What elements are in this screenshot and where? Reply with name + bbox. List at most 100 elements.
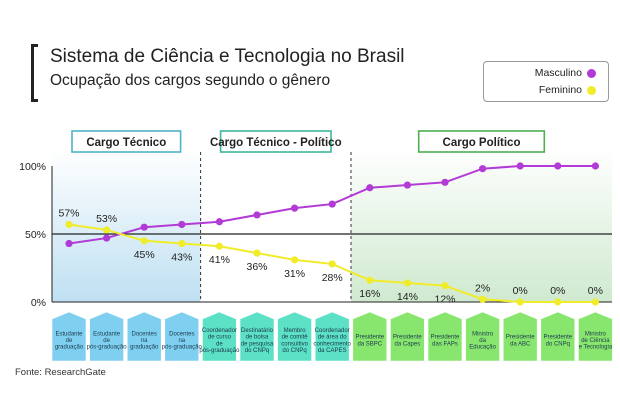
data-label: 12%	[434, 294, 455, 306]
data-point-masculino	[103, 234, 111, 242]
data-label: 14%	[397, 291, 418, 303]
category-label-line: de	[103, 338, 110, 344]
data-point-feminino	[554, 298, 562, 306]
data-point-masculino	[253, 211, 261, 219]
category-label-line: Presidente	[431, 335, 460, 341]
data-label: 53%	[96, 213, 117, 225]
section-background	[200, 148, 351, 302]
category-label-line: e Tecnologia	[579, 345, 613, 351]
data-point-masculino	[65, 239, 73, 248]
category-label-line: Presidente	[355, 335, 384, 341]
legend: Masculino Feminino	[483, 61, 609, 102]
data-point-feminino	[403, 279, 411, 287]
data-point-feminino	[479, 295, 487, 303]
category-box	[390, 311, 425, 362]
data-point-masculino	[516, 162, 524, 170]
data-label: 0%	[588, 285, 603, 297]
category-label-line: de	[216, 341, 223, 347]
data-point-feminino	[215, 242, 223, 250]
data-label: 57%	[58, 207, 79, 219]
category-label-line: de comitê	[282, 335, 309, 341]
category-label-line: da CAPES	[318, 348, 347, 354]
y-tick-label: 50%	[25, 229, 46, 241]
data-point-masculino	[403, 181, 411, 189]
data-point-feminino	[253, 249, 261, 257]
data-point-masculino	[215, 218, 223, 226]
category-label-line: Membro	[284, 328, 307, 334]
data-label: 28%	[322, 272, 343, 284]
y-tick-label: 0%	[31, 297, 46, 309]
legend-label-masculino: Masculino	[534, 67, 582, 79]
category-label: Membro de comitê consultivo do CNPq	[281, 328, 308, 354]
category-label-line: de	[66, 338, 73, 344]
category-box	[540, 311, 576, 362]
category-label-line: de curso	[208, 335, 232, 341]
category-label-line: da Capes	[395, 341, 421, 347]
category-label-line: Destinatário	[241, 328, 274, 334]
category-label-line: das FAPs	[432, 341, 458, 347]
category-label-line: da	[479, 338, 486, 344]
category-label: Ministro de Ciência e Tecnologia	[579, 331, 613, 350]
category-label: Docentes na graduação	[130, 331, 159, 350]
category-box	[277, 311, 312, 362]
category-label-line: do CNPq	[282, 348, 306, 354]
category-label-line: Estudante	[93, 331, 121, 337]
category-box	[502, 311, 538, 362]
category-label-line: Estudante	[55, 331, 83, 337]
category-label-line: na	[178, 338, 185, 344]
category-label: Docentes na pós-graduação	[162, 331, 203, 350]
category-label-line: Docentes	[132, 331, 157, 337]
data-point-masculino	[140, 223, 148, 231]
category-label-line: graduação	[130, 345, 159, 351]
category-label-line: Presidente	[506, 335, 535, 341]
category-box	[89, 311, 124, 362]
category-label-line: do CNPq	[546, 341, 570, 347]
data-label: 16%	[359, 288, 380, 300]
data-point-masculino	[479, 165, 487, 173]
category-label: Coordenador de área do conhecimento da CAPE…	[314, 328, 352, 354]
section-background	[351, 148, 612, 302]
category-label-line: de pesquisa	[241, 341, 274, 347]
data-point-feminino	[140, 237, 148, 245]
category-label: Presidente das FAPs	[431, 335, 460, 348]
category-label: Ministro da Educação	[469, 331, 496, 350]
category-label: Presidente do CNPq	[543, 335, 572, 348]
category-box	[202, 311, 237, 362]
data-point-feminino	[103, 226, 111, 234]
category-label-line: Coordenador	[315, 328, 350, 334]
data-point-masculino	[328, 200, 336, 208]
data-label: 0%	[513, 285, 528, 297]
category-label-line: Educação	[469, 345, 496, 351]
legend-marker-masculino	[587, 68, 596, 78]
data-point-masculino	[291, 204, 299, 212]
chart-subtitle: Ocupação dos cargos segundo o gênero	[50, 72, 331, 89]
data-point-feminino	[516, 298, 524, 306]
title-bracket	[31, 44, 38, 102]
category-label: Destinatário de bolsa de pesquisa do CNPq	[241, 328, 274, 354]
data-point-masculino	[178, 220, 186, 229]
category-box	[164, 311, 200, 362]
category-box	[465, 311, 500, 362]
section-label: Cargo Técnico	[86, 137, 166, 149]
category-box	[126, 311, 162, 362]
chart-title: Sistema de Ciência e Tecnologia no Brasi…	[50, 46, 405, 67]
category-label: Presidente da Capes	[393, 335, 422, 348]
data-point-feminino	[328, 260, 336, 268]
category-label-line: pós-graduação	[162, 345, 203, 351]
data-label: 43%	[171, 252, 192, 264]
category-label-line: consultivo	[281, 341, 308, 347]
category-label-line: da ABC	[510, 341, 531, 347]
category-label: Presidente da ABC	[506, 335, 535, 348]
category-label-line: de Ciência	[581, 338, 610, 344]
y-tick-label: 100%	[19, 161, 46, 173]
data-point-feminino	[441, 282, 449, 290]
category-label-line: na	[141, 338, 148, 344]
category-label-line: da SBPC	[357, 341, 382, 347]
category-label-line: Coordenador	[202, 328, 237, 334]
legend-item-masculino: Masculino	[535, 67, 596, 79]
category-label-line: conhecimento	[314, 341, 352, 347]
category-box	[352, 311, 388, 362]
data-point-feminino	[291, 256, 299, 264]
category-label: Coordenador de curso de pós-graduação	[199, 328, 240, 354]
category-box	[51, 311, 87, 362]
